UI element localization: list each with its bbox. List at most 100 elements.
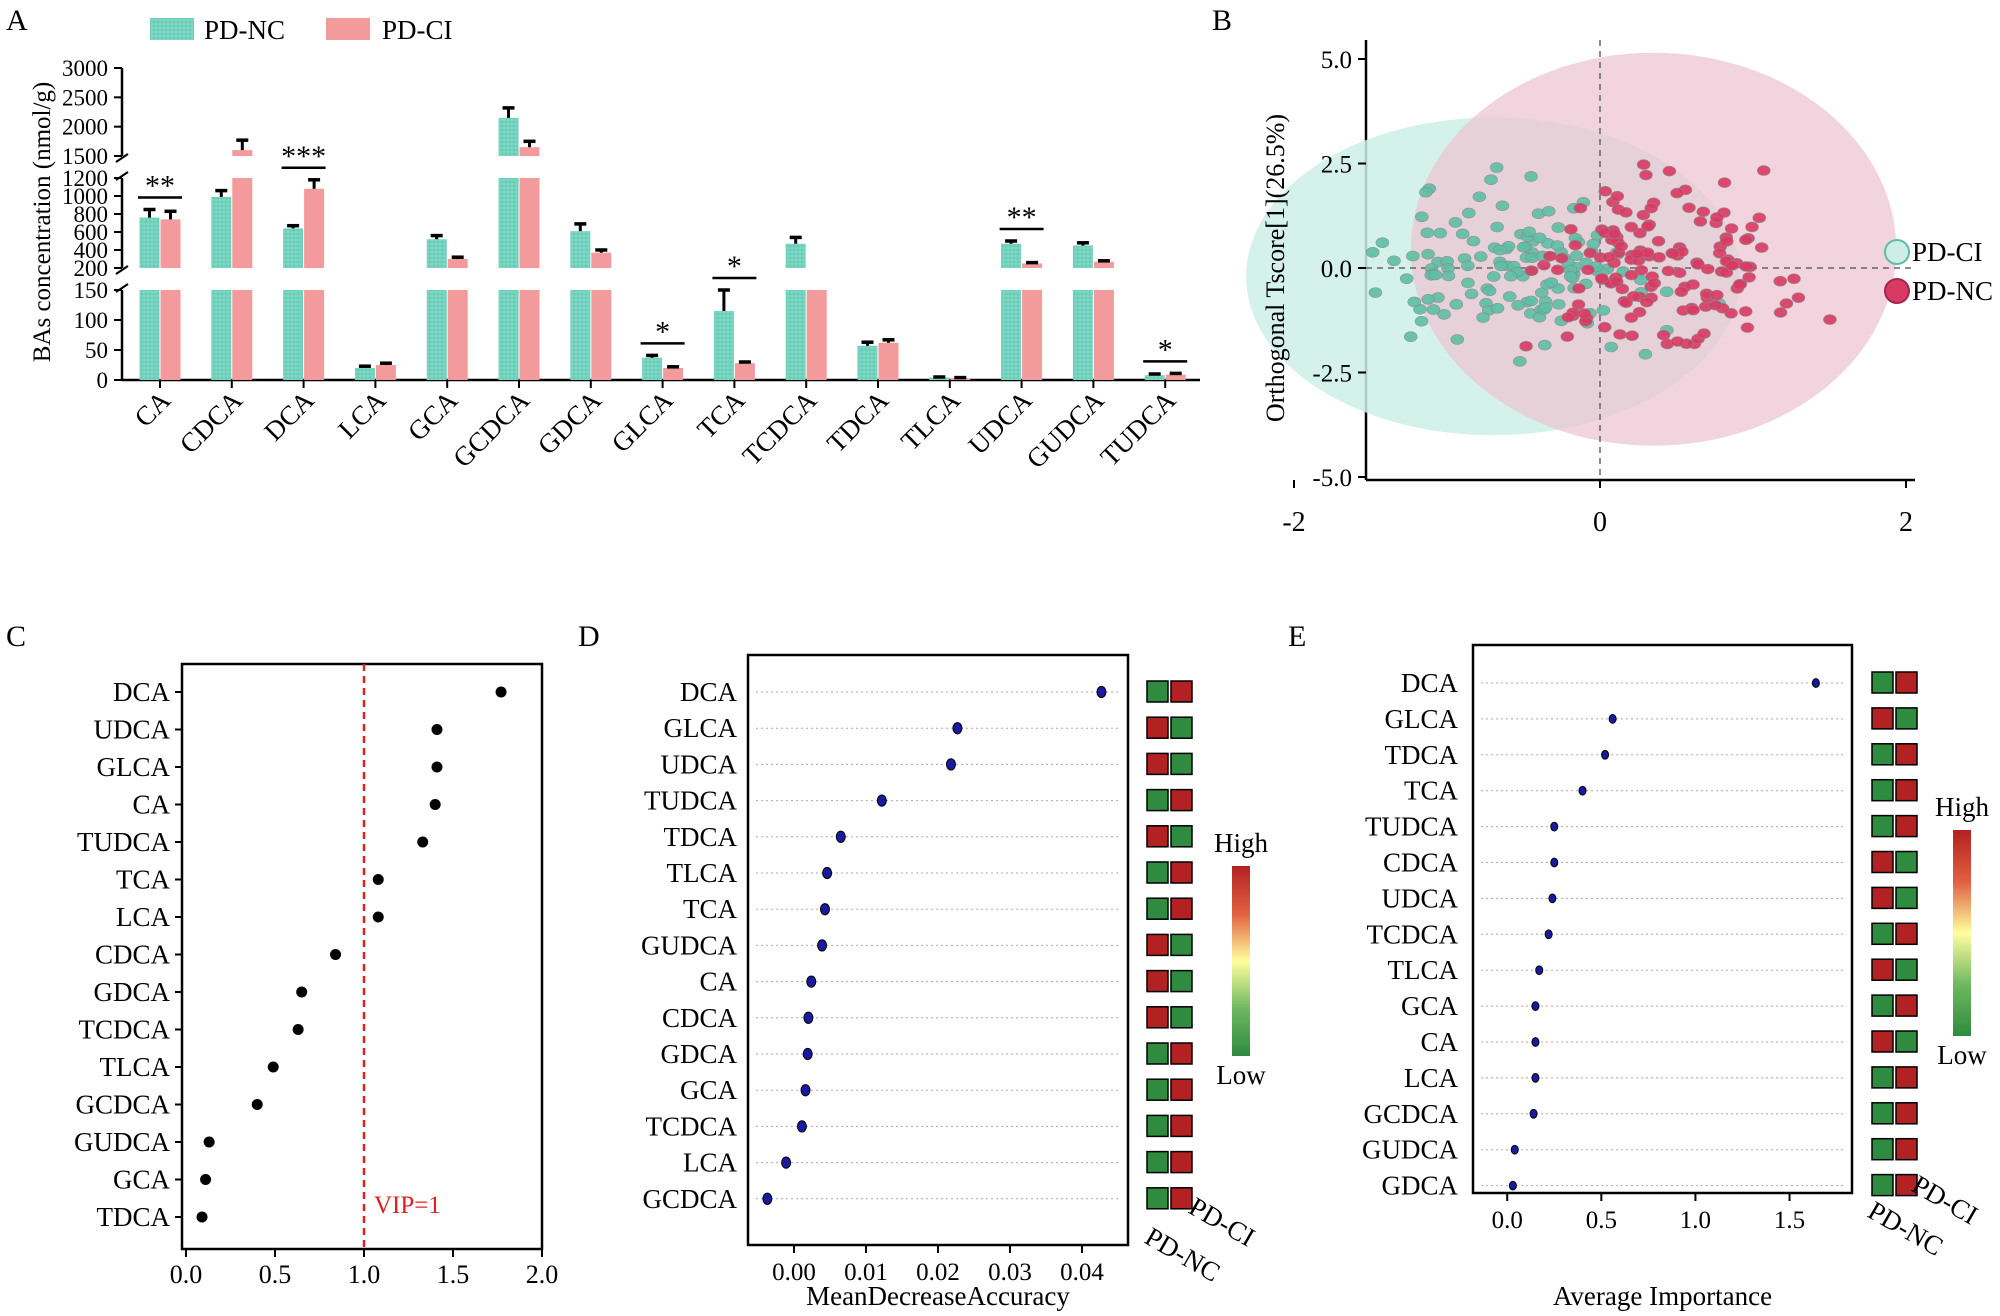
heat-tile-pd-ci: [1170, 1006, 1193, 1029]
color-scale-low-label: Low: [1937, 1040, 1987, 1070]
bar-pd-nc-lca: [354, 368, 375, 380]
x-tick-label: 1.0: [1680, 1207, 1711, 1234]
scatter-point-pd-ci: [1464, 288, 1479, 300]
panel-e-importance-plot: DCA GLCA TDCA TCA TUDCA CDCA UDCA TCDCA TLCA GCA C…: [1362, 643, 1990, 1311]
y-tick-label: 5.0: [1321, 47, 1352, 74]
y-tick-label: 1000: [62, 184, 108, 209]
scatter-point-pd-ci: [1522, 226, 1536, 238]
x-category-label: GCA: [402, 385, 464, 447]
scatter-point-pd-ci: [1544, 277, 1559, 288]
legend-marker-pd-ci: [1884, 239, 1910, 265]
scatter-point-pd-nc: [1607, 228, 1622, 240]
row-label: CDCA: [1383, 848, 1459, 878]
scatter-point-pd-nc: [1739, 261, 1753, 272]
importance-point-tudca: [876, 794, 887, 807]
panel-label-a: A: [6, 4, 28, 37]
scatter-point-pd-ci: [1433, 227, 1448, 239]
scatter-point-pd-nc: [1787, 273, 1801, 285]
importance-point-gcdca: [762, 1192, 773, 1205]
scatter-point-pd-nc: [1597, 321, 1612, 333]
legend-label-pd-ci: PD-CI: [1912, 237, 1983, 267]
heat-tile-pd-ci: [1895, 671, 1918, 694]
importance-point-gudca: [1510, 1144, 1519, 1155]
bar-pd-ci-lca: [375, 365, 396, 380]
scatter-point-pd-nc: [1652, 252, 1666, 263]
x-category-label: TLCA: [895, 385, 966, 456]
bar-pd-nc-udca: [1001, 290, 1022, 380]
legend-marker-pd-nc: [1884, 278, 1910, 304]
row-label: TCDCA: [645, 1111, 737, 1141]
bar-pd-nc-tca: [713, 311, 734, 380]
panel-d-importance-plot: DCA GLCA UDCA TUDCA TDCA TLCA TCA GUDCA CA CDCA GD…: [641, 653, 1269, 1311]
importance-point-tlca: [1535, 965, 1544, 976]
scatter-point-pd-nc: [1636, 209, 1651, 221]
importance-point-dca: [1811, 678, 1820, 688]
row-label: TLCA: [667, 858, 738, 888]
scatter-point-pd-ci: [1495, 200, 1510, 212]
row-label: GUDCA: [74, 1127, 171, 1157]
y-tick-label: 100: [74, 308, 109, 333]
scatter-point-pd-ci: [1421, 294, 1436, 305]
scatter-point-pd-nc: [1619, 207, 1633, 218]
bar-pd-nc-udca: [1001, 243, 1022, 268]
scatter-point-pd-ci: [1420, 227, 1435, 239]
significance-label: **: [1007, 201, 1037, 234]
heat-tile-pd-ci: [1170, 1042, 1193, 1065]
heat-tile-pd-nc: [1871, 886, 1894, 910]
x-category-label: GLCA: [606, 385, 680, 459]
scatter-point-pd-nc: [1624, 312, 1639, 323]
scatter-point-pd-ci: [1466, 235, 1481, 247]
bar-pd-ci-cdca: [232, 178, 253, 268]
x-tick-label: 0.03: [988, 1259, 1032, 1286]
heat-tile-pd-nc: [1871, 707, 1894, 730]
scatter-point-pd-ci: [1524, 295, 1538, 307]
heat-tile-pd-ci: [1170, 788, 1193, 812]
scatter-point-pd-nc: [1624, 221, 1639, 233]
scatter-point-pd-nc: [1626, 290, 1641, 302]
scatter-point-pd-nc: [1754, 242, 1769, 253]
scatter-point-pd-ci: [1504, 270, 1518, 282]
row-label: TCDCA: [1366, 919, 1458, 949]
scatter-point-pd-ci: [1419, 186, 1433, 198]
scatter-point-pd-ci: [1659, 286, 1674, 298]
heat-tile-pd-ci: [1895, 707, 1918, 730]
scatter-point-pd-nc: [1550, 264, 1565, 276]
importance-point-ca: [806, 975, 817, 988]
scatter-point-pd-nc: [1773, 275, 1788, 287]
bar-pd-nc-tcdca: [785, 290, 806, 380]
scatter-point-pd-nc: [1644, 202, 1658, 214]
scatter-point-pd-nc: [1662, 165, 1677, 177]
scatter-point-pd-ci: [1365, 246, 1380, 258]
bar-pd-ci-gudca: [1093, 290, 1114, 380]
heat-tile-pd-ci: [1895, 1173, 1918, 1197]
bar-pd-ci-gdca: [591, 252, 612, 268]
scatter-point-pd-ci: [1407, 296, 1422, 308]
row-label: TCA: [683, 894, 738, 924]
row-label: CDCA: [95, 940, 171, 970]
row-label: TUDCA: [644, 786, 737, 816]
row-label: CA: [699, 967, 737, 997]
heat-tile-pd-ci: [1170, 680, 1193, 703]
heat-tile-pd-ci: [1895, 994, 1918, 1017]
heat-tile-pd-nc: [1146, 861, 1169, 884]
heat-tile-pd-nc: [1871, 850, 1894, 874]
heat-tile-pd-nc: [1871, 1066, 1894, 1089]
heat-tile-pd-nc: [1146, 1078, 1169, 1101]
vip-threshold-label: VIP=1: [374, 1192, 441, 1219]
x-category-label: DCA: [258, 385, 320, 447]
bar-pd-ci-glca: [663, 368, 684, 380]
scatter-point-pd-nc: [1630, 248, 1644, 260]
scatter-point-pd-ci: [1604, 341, 1619, 353]
heat-tile-pd-ci: [1170, 969, 1193, 993]
x-category-label: GDCA: [532, 385, 608, 461]
heat-tile-pd-ci: [1170, 1078, 1193, 1101]
row-label: LCA: [116, 902, 171, 932]
heat-tile-pd-ci: [1895, 1030, 1918, 1053]
heat-column-label-pd-ci: PD-CI: [1184, 1191, 1260, 1252]
scatter-point-pd-nc: [1670, 187, 1684, 199]
bar-pd-nc-gcdca: [498, 117, 519, 156]
heat-tile-pd-nc: [1146, 1042, 1169, 1065]
bar-pd-ci-ca: [160, 290, 181, 380]
scatter-point-pd-nc: [1614, 240, 1629, 252]
row-label: TDCA: [664, 822, 738, 852]
